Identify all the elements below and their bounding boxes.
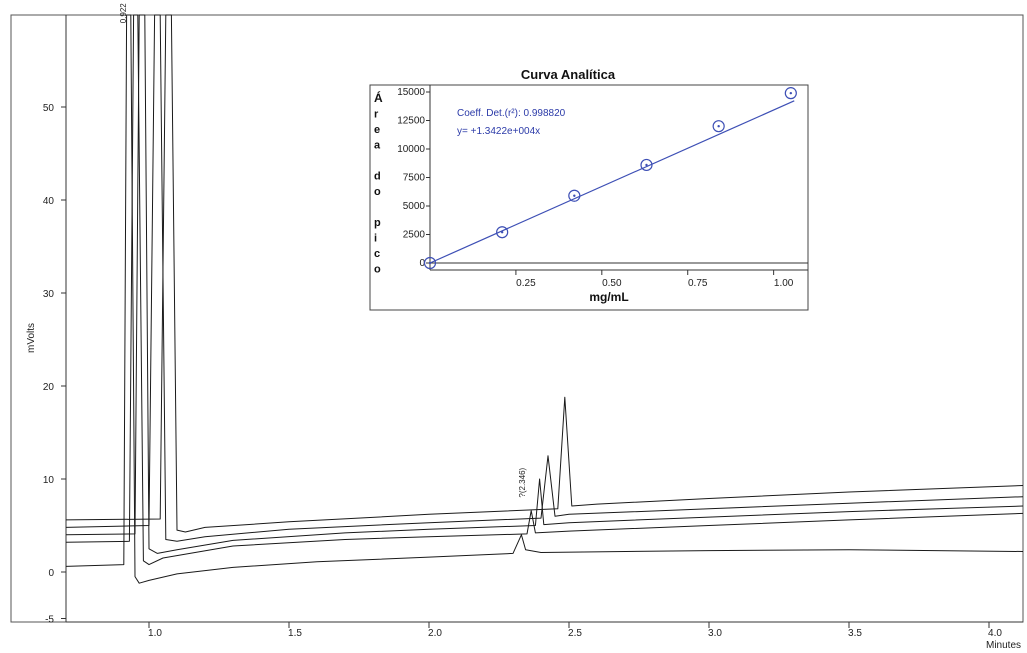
inset-y-tick-label: 10000 xyxy=(397,144,425,155)
main-x-tick-label: 1.0 xyxy=(148,628,162,639)
inset-y-axis-label-letter: c xyxy=(374,248,380,260)
main-x-tick-label: 2.5 xyxy=(568,628,582,639)
main-x-unit-label: Minutes xyxy=(986,640,1021,651)
inset-y-axis-label-letter: p xyxy=(374,217,381,229)
main-y-tick-label: -5 xyxy=(45,615,54,626)
inset-title: Curva Analítica xyxy=(521,67,616,82)
main-y-tick-label: 0 xyxy=(48,568,54,579)
chromatogram-trace-4 xyxy=(65,14,1024,542)
inset-y-axis-label-letter: d xyxy=(374,171,381,183)
inset-calibration-chart: Curva Analítica mg/mL Coeff. Det.(r²): 0… xyxy=(369,67,809,311)
inset-data-point-center xyxy=(789,91,793,95)
inset-data-point xyxy=(496,226,509,239)
inset-x-axis-label: mg/mL xyxy=(589,290,628,304)
inset-data-point xyxy=(784,87,797,100)
main-y-axis-label: mVolts xyxy=(26,323,37,353)
inset-y-tick-label: 15000 xyxy=(397,87,425,98)
inset-annotation-equation: y= +1.3422e+004x xyxy=(457,126,540,137)
inset-x-tick-label: 0.75 xyxy=(688,278,708,289)
inset-y-axis-label-letter: e xyxy=(374,124,380,136)
main-y-tick-label: 50 xyxy=(43,103,55,114)
chromatogram-trace-2 xyxy=(65,14,1024,566)
main-x-tick-label: 3.0 xyxy=(708,628,722,639)
inset-x-tick-label: 0.50 xyxy=(602,278,622,289)
inset-y-tick-label: 7500 xyxy=(403,173,426,184)
inset-data-point xyxy=(640,158,653,172)
inset-data-point-center xyxy=(428,261,432,265)
inset-fit-line xyxy=(429,100,795,264)
peak-label: 0.922 xyxy=(119,3,128,24)
inset-data-point xyxy=(568,189,581,202)
inset-y-tick-label: 5000 xyxy=(403,201,426,212)
inset-y-axis-label-letter: i xyxy=(374,233,377,245)
inset-y-axis-label-letter: Á xyxy=(374,90,383,105)
main-y-tick-label: 20 xyxy=(43,382,55,393)
chromatogram-trace-5 xyxy=(65,14,1024,533)
inset-y-tick-label: 2500 xyxy=(403,230,426,241)
inset-data-point-center xyxy=(500,231,504,234)
inset-y-tick-label: 12500 xyxy=(397,116,425,127)
inset-y-axis-label-letter: a xyxy=(374,140,381,152)
inset-data-point-center xyxy=(645,163,648,167)
inset-y-tick-label: 0 xyxy=(419,258,425,269)
inset-y-axis-label-letter: o xyxy=(374,264,381,276)
inset-data-point-center xyxy=(717,125,720,128)
inset-y-axis-label-letter: r xyxy=(374,109,379,121)
inset-data-point-center xyxy=(573,194,576,197)
inset-y-axis-label-letter: o xyxy=(374,186,381,198)
chromatogram-trace-1 xyxy=(65,14,1024,584)
inset-data-point xyxy=(712,120,725,133)
chromatogram-trace-3 xyxy=(65,14,1024,554)
inset-annotation-coeff: Coeff. Det.(r²): 0.998820 xyxy=(457,108,566,119)
main-x-tick-label: 3.5 xyxy=(848,628,862,639)
inset-x-tick-label: 0.25 xyxy=(516,278,536,289)
inset-frame xyxy=(369,84,809,311)
main-x-tick-label: 2.0 xyxy=(428,628,442,639)
main-y-tick-label: 30 xyxy=(43,289,55,300)
main-y-tick-label: 10 xyxy=(43,475,55,486)
peak-label: ?(2.346) xyxy=(518,467,527,497)
main-x-tick-label: 4.0 xyxy=(988,628,1002,639)
inset-x-tick-label: 1.00 xyxy=(774,278,794,289)
main-x-tick-label: 1.5 xyxy=(288,628,302,639)
main-y-tick-label: 40 xyxy=(43,196,55,207)
inset-data-point xyxy=(423,256,437,270)
